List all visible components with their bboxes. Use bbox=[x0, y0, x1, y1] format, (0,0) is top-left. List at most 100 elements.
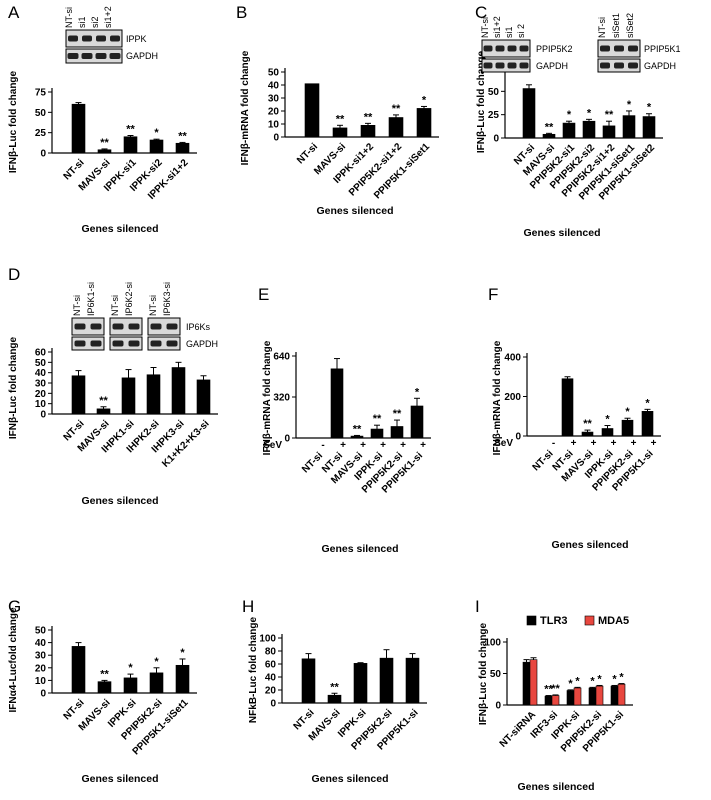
bar bbox=[595, 685, 604, 706]
bar bbox=[330, 368, 344, 439]
significance-label: ** bbox=[393, 408, 402, 420]
blot-band bbox=[90, 323, 102, 330]
blot-band bbox=[90, 340, 102, 347]
blot-box bbox=[65, 48, 123, 64]
blot-box bbox=[147, 336, 181, 351]
y-tick-label: 50 bbox=[268, 68, 280, 79]
y-tick-label: 0 bbox=[495, 701, 501, 712]
significance-label: ** bbox=[605, 109, 614, 121]
blot-band bbox=[96, 35, 106, 42]
sev-row-label: SeV bbox=[494, 438, 513, 449]
blot-band bbox=[81, 53, 93, 59]
bar bbox=[353, 663, 368, 704]
y-tick-label: 100 bbox=[484, 638, 501, 649]
x-axis-title: Genes silenced bbox=[551, 539, 628, 551]
blot-lane-label: si1+2 bbox=[492, 16, 502, 38]
bar bbox=[97, 149, 112, 154]
bar bbox=[390, 426, 404, 439]
blot-box bbox=[65, 29, 123, 48]
y-axis-label: IFNβ-Luc fold change bbox=[476, 50, 487, 153]
significance-label: * bbox=[567, 109, 572, 121]
blot-band bbox=[495, 45, 505, 52]
x-axis-title: Genes silenced bbox=[311, 773, 388, 785]
significance-label: ** bbox=[330, 681, 339, 693]
sev-sign: + bbox=[360, 440, 366, 451]
y-tick-label: 0 bbox=[493, 134, 499, 145]
sev-sign: + bbox=[611, 438, 617, 449]
blot-band bbox=[519, 45, 529, 52]
blot-band bbox=[112, 340, 124, 347]
y-axis-label: IFNβ-mRNA fold change bbox=[262, 340, 273, 455]
significance-label: ** bbox=[100, 137, 109, 149]
bar bbox=[522, 661, 531, 706]
blot-band bbox=[614, 62, 624, 69]
y-tick-label: 0 bbox=[273, 133, 279, 144]
blot-ippk: NT-si si1 si2 si1+2 IPPK GAPDH bbox=[64, 6, 158, 64]
y-tick-label: 0 bbox=[40, 149, 46, 160]
bar bbox=[542, 133, 556, 139]
y-tick-label: 200 bbox=[504, 392, 521, 403]
bar bbox=[97, 681, 112, 694]
sev-sign: + bbox=[631, 438, 637, 449]
blot-lane-label: IP6K1-si bbox=[86, 282, 96, 316]
panel-c: C0255075IFNβ-Luc fold changeNT-si**MAVS-… bbox=[475, 3, 681, 239]
y-tick-label: 20 bbox=[35, 389, 47, 400]
significance-label: ** bbox=[364, 111, 373, 123]
y-tick-label: 30 bbox=[268, 94, 280, 105]
x-axis-title: Genes silenced bbox=[81, 495, 158, 507]
significance-label: ** bbox=[126, 124, 135, 136]
sev-sign: - bbox=[552, 438, 555, 449]
blot-lane-label: si1+2 bbox=[103, 6, 113, 28]
bar bbox=[370, 428, 384, 439]
blot-band bbox=[507, 62, 517, 69]
bar bbox=[551, 695, 560, 706]
blot-row-label: GAPDH bbox=[186, 339, 218, 349]
category-label: NT-si bbox=[300, 450, 325, 475]
y-tick-label: 0 bbox=[40, 410, 46, 421]
significance-label: ** bbox=[336, 113, 345, 125]
blot-lane-label: NT-si bbox=[72, 295, 82, 316]
blot-lane-label: si1 bbox=[504, 26, 514, 38]
sev-sign: + bbox=[380, 440, 386, 451]
significance-label: * bbox=[605, 414, 610, 426]
blot-band bbox=[112, 323, 124, 330]
significance-label: ** bbox=[551, 683, 560, 695]
y-tick-label: 25 bbox=[488, 110, 500, 121]
y-axis-label: NFkB-Luc fold change bbox=[248, 617, 259, 724]
y-axis-label: IFNβ-Luc fold change bbox=[8, 336, 19, 439]
significance-label: ** bbox=[583, 418, 592, 430]
panel-letter: C bbox=[475, 3, 487, 22]
bar bbox=[360, 125, 376, 138]
blot-row-label: GAPDH bbox=[644, 61, 676, 71]
bar bbox=[602, 125, 616, 139]
y-tick-label: 40 bbox=[35, 638, 47, 649]
significance-label: ** bbox=[353, 423, 362, 435]
sev-sign: - bbox=[321, 440, 324, 451]
blot-box bbox=[481, 58, 531, 73]
blot-band bbox=[109, 53, 121, 59]
blot-band bbox=[150, 323, 162, 330]
significance-label: * bbox=[154, 127, 159, 139]
bar bbox=[196, 379, 211, 415]
panel-letter: E bbox=[258, 285, 269, 304]
legend-swatch bbox=[584, 615, 595, 626]
blot-band bbox=[495, 62, 505, 69]
blot-box bbox=[109, 317, 143, 336]
blot-lane-label: NT-si bbox=[110, 295, 120, 316]
significance-label: ** bbox=[392, 103, 401, 115]
bar bbox=[96, 408, 111, 415]
bar bbox=[610, 685, 619, 706]
bar bbox=[332, 127, 348, 138]
x-axis-title: Genes silenced bbox=[321, 543, 398, 555]
y-tick-label: 40 bbox=[268, 81, 280, 92]
blot-band bbox=[628, 45, 638, 52]
bar bbox=[327, 694, 342, 704]
bar bbox=[416, 108, 432, 138]
bar bbox=[123, 677, 138, 694]
category-label: NT-si bbox=[531, 448, 556, 473]
blot-band bbox=[519, 62, 529, 69]
